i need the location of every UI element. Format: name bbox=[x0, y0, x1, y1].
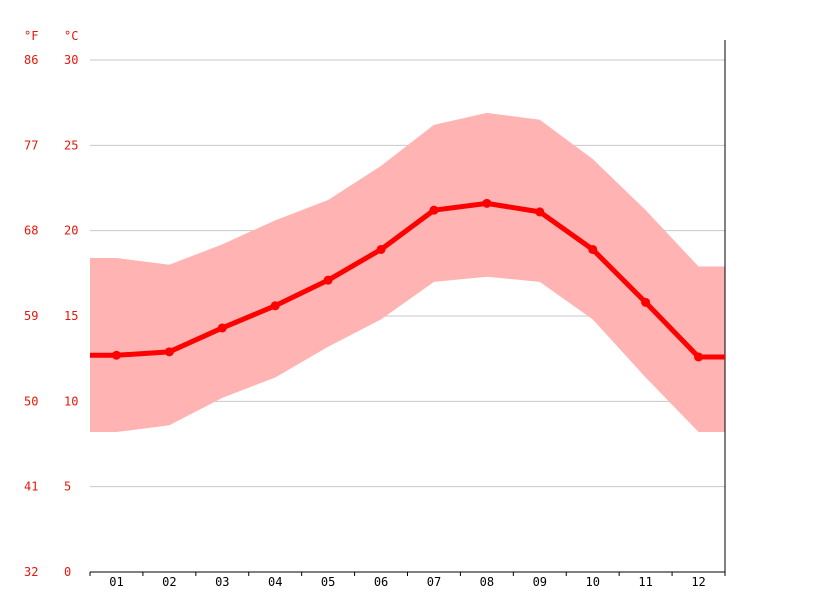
y-tick-fahrenheit: 32 bbox=[24, 565, 38, 579]
y-tick-fahrenheit: 59 bbox=[24, 309, 38, 323]
average-point bbox=[694, 352, 704, 362]
y-tick-celsius: 0 bbox=[64, 565, 71, 579]
average-point bbox=[429, 205, 439, 215]
x-tick-label: 08 bbox=[480, 575, 494, 589]
y-tick-celsius: 20 bbox=[64, 224, 78, 238]
average-point bbox=[641, 297, 651, 307]
y-tick-celsius: 30 bbox=[64, 53, 78, 67]
average-point bbox=[376, 244, 386, 254]
y-tick-fahrenheit: 68 bbox=[24, 224, 38, 238]
average-point bbox=[323, 275, 333, 285]
average-point bbox=[217, 323, 227, 333]
x-tick-label: 05 bbox=[321, 575, 335, 589]
average-temperature-points bbox=[111, 198, 704, 362]
x-tick-label: 09 bbox=[533, 575, 547, 589]
average-point bbox=[111, 350, 121, 360]
y-tick-celsius: 25 bbox=[64, 138, 78, 152]
y-axis-ticks: 32 0 41 5 50 10 59 15 68 20 77 25 86 30 bbox=[24, 53, 78, 579]
x-tick-label: 07 bbox=[427, 575, 441, 589]
y-tick-celsius: 10 bbox=[64, 394, 78, 408]
celsius-unit-label: °C bbox=[64, 29, 78, 43]
x-tick-label: 02 bbox=[162, 575, 176, 589]
x-tick-label: 11 bbox=[638, 575, 652, 589]
y-tick-fahrenheit: 77 bbox=[24, 138, 38, 152]
fahrenheit-unit-label: °F bbox=[24, 29, 38, 43]
y-tick-fahrenheit: 86 bbox=[24, 53, 38, 67]
x-tick-label: 01 bbox=[109, 575, 123, 589]
average-point bbox=[588, 244, 598, 254]
average-point bbox=[270, 301, 280, 311]
y-tick-fahrenheit: 41 bbox=[24, 480, 38, 494]
x-tick-label: 03 bbox=[215, 575, 229, 589]
average-temperature-line bbox=[90, 200, 725, 360]
y-tick-fahrenheit: 50 bbox=[24, 394, 38, 408]
x-tick-label: 10 bbox=[585, 575, 599, 589]
average-point bbox=[482, 198, 492, 208]
x-axis-ticks: 01 02 03 04 05 06 07 08 09 10 11 12 bbox=[89, 572, 726, 589]
x-tick-label: 12 bbox=[691, 575, 705, 589]
x-tick-label: 04 bbox=[268, 575, 282, 589]
average-point bbox=[535, 207, 545, 217]
y-tick-celsius: 15 bbox=[64, 309, 78, 323]
temperature-range-band bbox=[90, 112, 725, 433]
average-point bbox=[164, 347, 174, 357]
x-tick-label: 06 bbox=[374, 575, 388, 589]
y-tick-celsius: 5 bbox=[64, 480, 71, 494]
